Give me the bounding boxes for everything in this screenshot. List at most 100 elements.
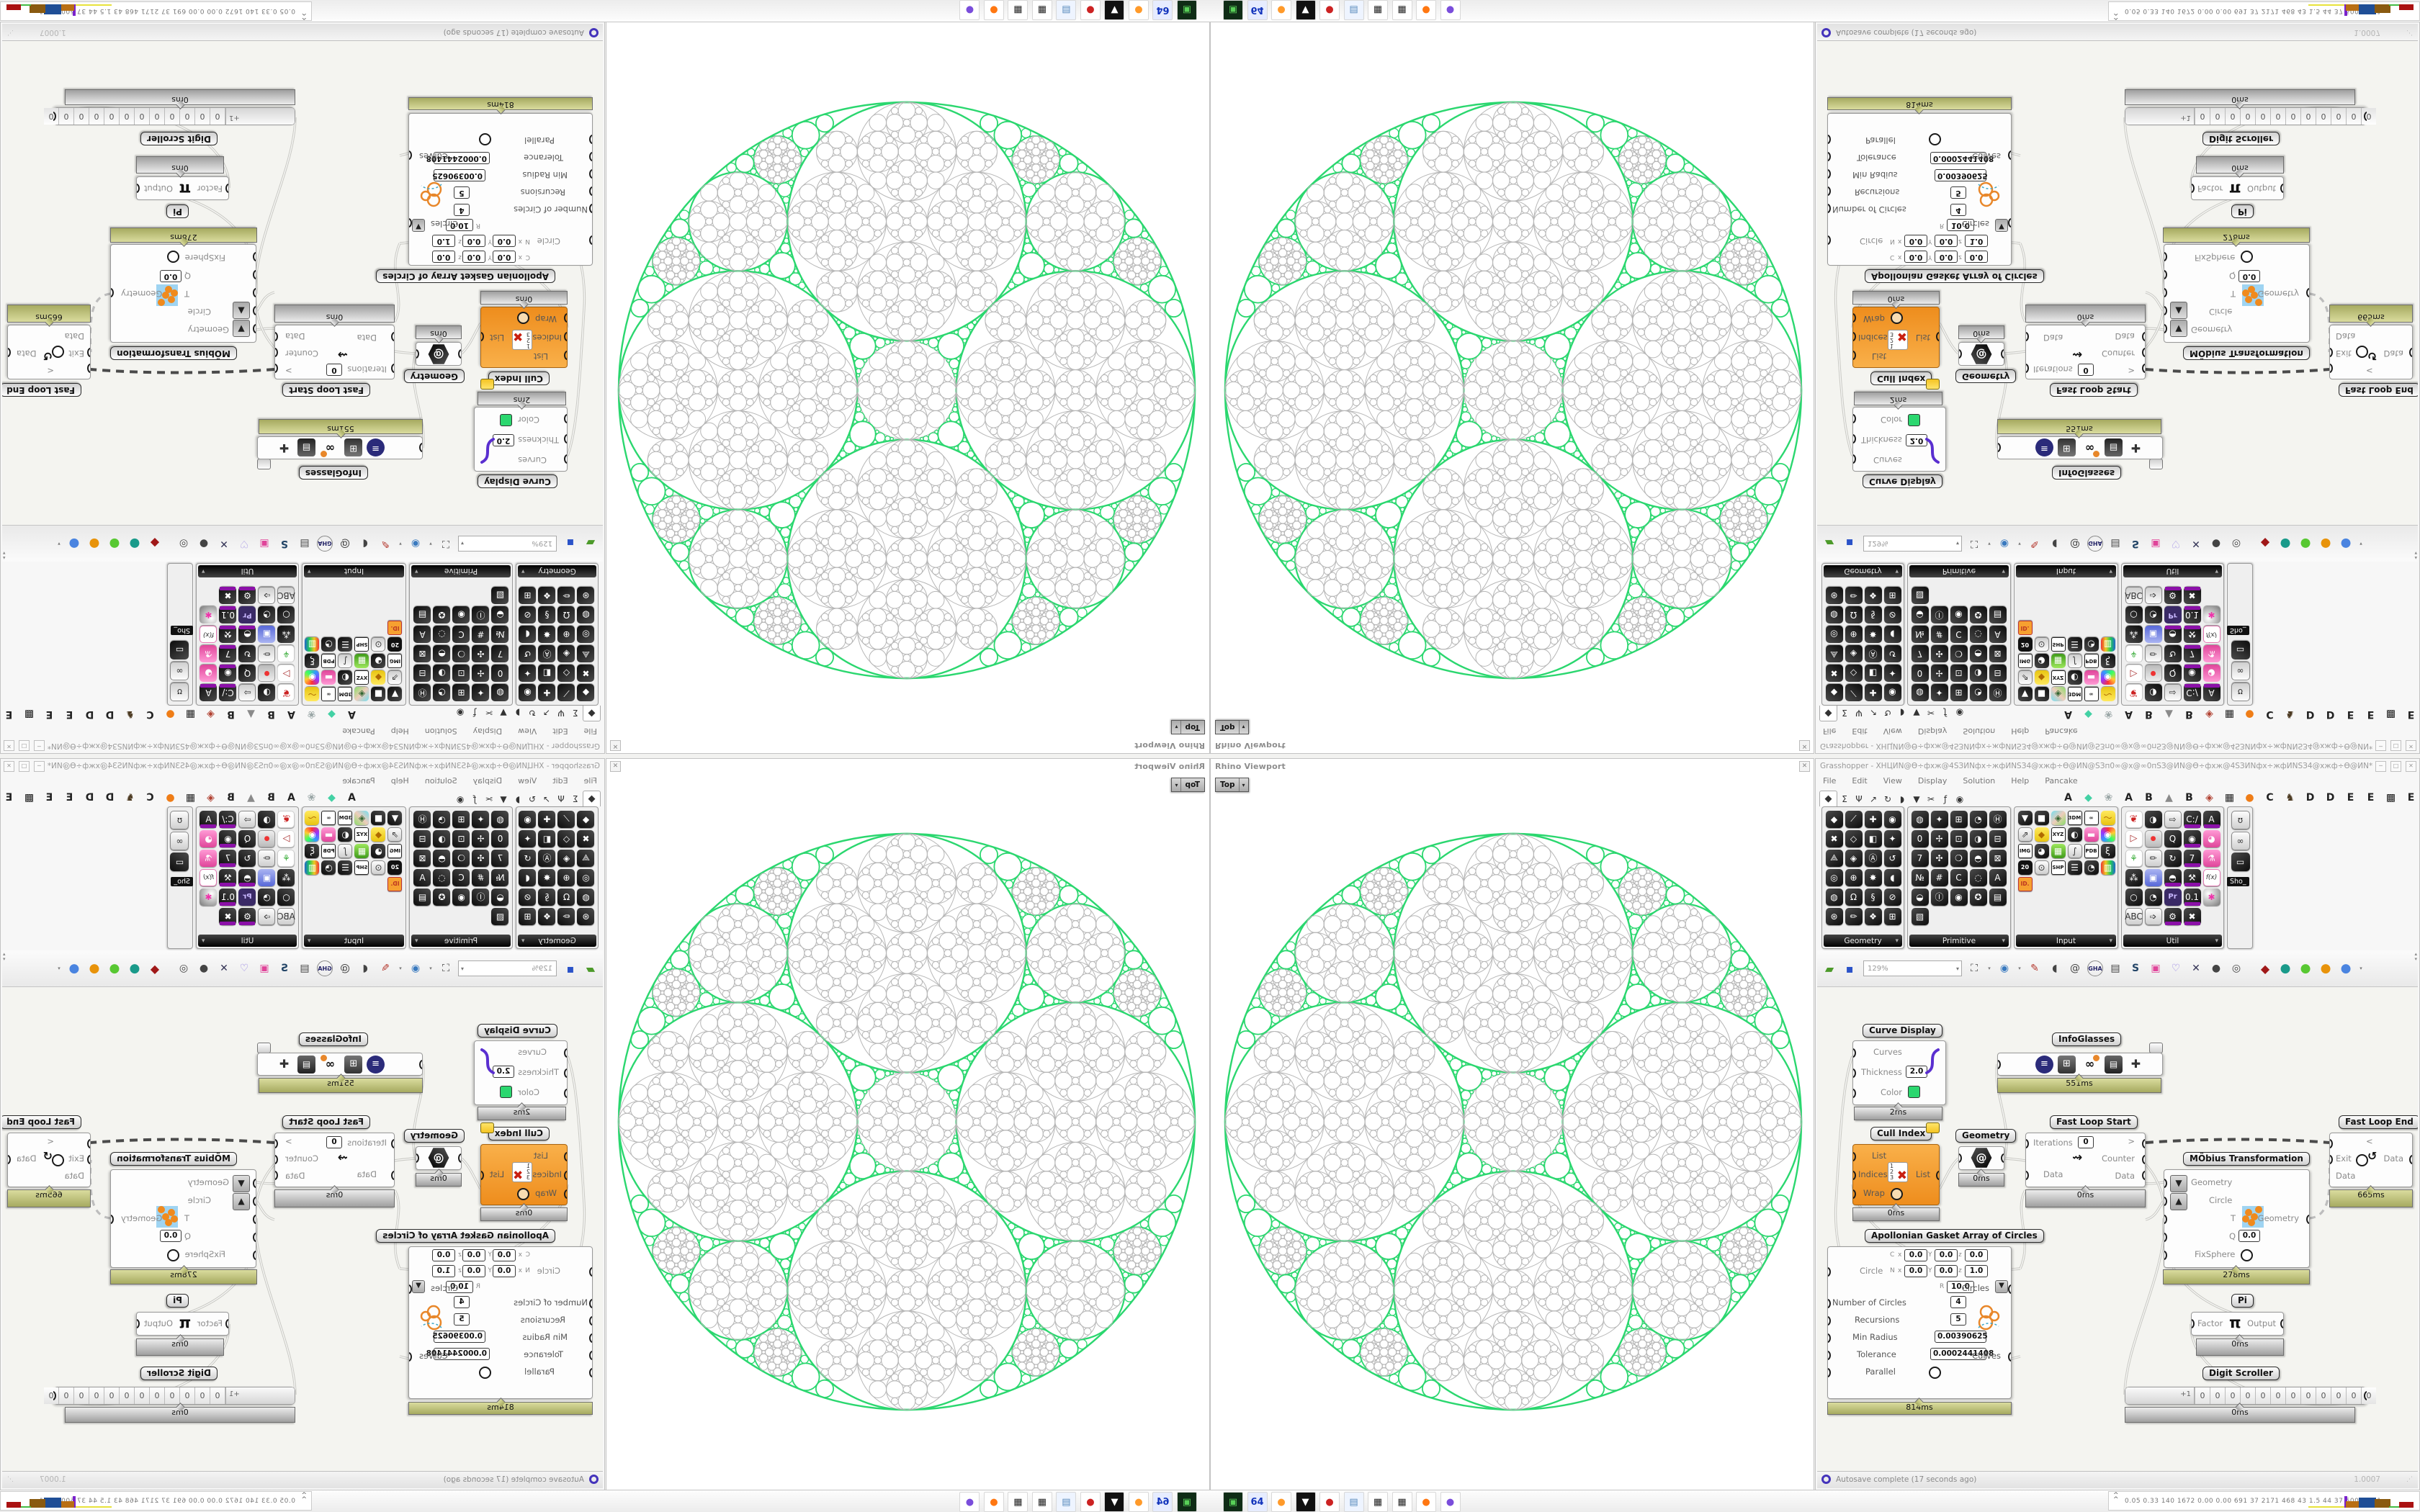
component-icon[interactable]: ∞ <box>2231 831 2250 850</box>
component-icon[interactable]: ◌ <box>433 868 451 886</box>
component-icon[interactable]: ◕ <box>200 665 218 683</box>
dropdown-caret[interactable]: ▾ <box>1988 541 1991 546</box>
input-port[interactable] <box>589 152 596 161</box>
component-icon[interactable]: ● <box>258 665 276 683</box>
goggles-icon[interactable]: ∞ <box>2080 438 2099 457</box>
plugin-tab[interactable]: ♞ <box>2285 792 2295 804</box>
plugin-tab[interactable]: ▩ <box>24 708 35 720</box>
category-tab[interactable]: ◗ <box>515 708 521 718</box>
input-port[interactable] <box>2161 1179 2167 1188</box>
display-shaded-icon[interactable]: ● <box>2300 536 2311 551</box>
component-icon[interactable]: ◈ <box>2051 810 2066 825</box>
component-icon[interactable]: ʊ <box>170 810 189 829</box>
close-icon[interactable]: ✕ <box>1799 740 1810 751</box>
component-icon[interactable]: ▥ <box>305 637 320 652</box>
component-icon[interactable]: ◔ <box>433 684 451 702</box>
output-port[interactable] <box>272 1155 278 1164</box>
component-icon[interactable]: ↺ <box>1883 645 1901 663</box>
component-icon[interactable]: 7 <box>2183 849 2201 867</box>
component-icon[interactable]: ∞ <box>2231 662 2250 681</box>
component-icon[interactable]: ◉ <box>1883 684 1901 702</box>
menu-item-edit[interactable]: Edit <box>1852 726 1868 736</box>
value-box[interactable]: 0.0 <box>1965 251 1988 263</box>
palette-label[interactable]: Input ▾ <box>2016 565 2116 577</box>
component-icon[interactable]: ⊞ <box>1950 684 1968 702</box>
component-icon[interactable]: ✱ <box>200 606 218 624</box>
input-port[interactable] <box>1850 1068 1856 1078</box>
plugin-tab[interactable]: ❀ <box>307 708 316 720</box>
output-port[interactable] <box>2008 1284 2015 1294</box>
component-icon[interactable]: ✏ <box>1845 587 1863 605</box>
input-port[interactable] <box>2161 1233 2167 1242</box>
plugin-tab[interactable]: A <box>2064 708 2072 720</box>
digit-cell[interactable]: 0 <box>2195 1387 2210 1404</box>
component-icon[interactable]: A <box>1989 626 2007 644</box>
plugin-tab[interactable]: E <box>45 792 53 804</box>
window-grid-icon[interactable]: ▦ <box>1368 1492 1388 1512</box>
component-icon[interactable]: ✏ <box>557 587 575 605</box>
color-swatch[interactable] <box>1908 414 1920 426</box>
component-icon[interactable]: ▬ <box>321 827 336 842</box>
floppy-64-icon[interactable]: 64 <box>1152 0 1173 20</box>
node-label-geometry[interactable]: Geometry <box>403 1129 465 1143</box>
display-wire-icon[interactable]: ● <box>2280 961 2291 976</box>
scroller-handle[interactable]: +1 <box>225 1387 295 1404</box>
component-icon[interactable]: ξ <box>305 654 320 669</box>
input-port[interactable] <box>589 1267 596 1277</box>
component-icon[interactable]: Ⓐ <box>1864 849 1882 867</box>
component-icon[interactable]: ◇ <box>1845 829 1863 847</box>
graft-icon[interactable]: ▲ <box>233 1193 250 1210</box>
zoom-extents-icon[interactable]: ⛶ <box>442 963 449 974</box>
component-icon[interactable]: ⇗ <box>387 670 403 685</box>
digit-cell[interactable]: 0 <box>2285 108 2300 125</box>
component-icon[interactable]: ● <box>2144 665 2162 683</box>
plugin-tab[interactable]: ❀ <box>2104 708 2113 720</box>
component-icon[interactable]: ◆ <box>2034 670 2049 685</box>
component-icon[interactable]: ◉ <box>219 829 237 847</box>
plugin-tab[interactable]: ♞ <box>125 792 135 804</box>
puzzle-icon[interactable]: ✚ <box>2130 441 2141 455</box>
output-port[interactable] <box>2306 288 2313 297</box>
component-icon[interactable]: ◉ <box>519 810 537 828</box>
minimize-icon[interactable]: ─ <box>2375 740 2386 751</box>
component-icon[interactable]: ✣ <box>1930 849 1948 867</box>
component-icon[interactable]: ⊡ <box>452 829 470 847</box>
component-icon[interactable]: ❍ <box>452 645 470 663</box>
thickness-value[interactable]: 2.0 <box>1906 1066 1927 1078</box>
component-icon[interactable]: C:/ <box>2183 684 2201 702</box>
grid-icon[interactable]: ⊞ <box>2058 1056 2076 1074</box>
component-icon[interactable]: № <box>491 868 509 886</box>
component-icon[interactable]: f(x) <box>2202 868 2220 886</box>
preview-icon[interactable]: ◉ <box>411 963 421 974</box>
gha-icon[interactable]: GHA <box>2087 536 2103 552</box>
menu-item-pancake[interactable]: Pancake <box>342 776 375 786</box>
component-icon[interactable]: Q <box>238 829 256 847</box>
component-icon[interactable]: ◈ <box>354 810 369 825</box>
output-port[interactable] <box>405 218 412 228</box>
ring-icon[interactable]: ◎ <box>179 538 189 549</box>
digit-cell[interactable]: 0 <box>2240 1387 2255 1404</box>
plugin-tab[interactable]: E <box>5 708 13 720</box>
package-icon[interactable]: ▣ <box>2151 963 2161 974</box>
value-box[interactable]: 0.0 <box>462 251 485 263</box>
digit-cell[interactable]: 0 <box>2195 108 2210 125</box>
component-icon[interactable]: IMG <box>387 654 403 669</box>
component-icon[interactable]: ◑ <box>433 829 451 847</box>
vector-app-icon[interactable]: ▼ <box>1104 1492 1125 1512</box>
component-icon[interactable]: ▤ <box>413 606 431 624</box>
input-port[interactable] <box>564 1048 570 1058</box>
node-infoglasses[interactable]: ≡ ⊞ ∞ ▤ ✚ <box>257 436 423 459</box>
component-icon[interactable]: ▥ <box>2100 637 2115 652</box>
component-icon[interactable]: ◔ <box>321 860 336 875</box>
output-port[interactable] <box>2142 364 2148 373</box>
color-swatch[interactable] <box>1908 1086 1920 1098</box>
menu-item-pancake[interactable]: Pancake <box>2045 726 2078 736</box>
canvas-zoom-select[interactable]: 129% ▾ <box>458 960 557 976</box>
gha-icon[interactable]: GHA <box>2087 960 2103 976</box>
component-icon[interactable]: ⊡ <box>1950 665 1968 683</box>
node-label-digit-scroller[interactable]: Digit Scroller <box>140 1367 218 1380</box>
output-port[interactable] <box>2008 1352 2015 1362</box>
component-icon[interactable]: ◑ <box>1969 829 1987 847</box>
menu-item-view[interactable]: View <box>518 776 537 786</box>
